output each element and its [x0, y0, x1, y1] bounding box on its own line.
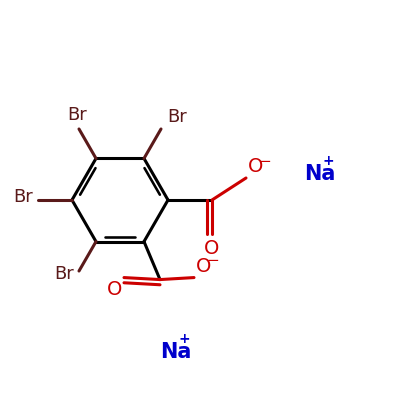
Text: O: O	[107, 280, 122, 298]
Text: Br: Br	[67, 106, 87, 124]
Text: Na: Na	[160, 342, 191, 362]
Text: +: +	[178, 332, 190, 346]
Text: O: O	[196, 256, 211, 276]
Text: Br: Br	[167, 108, 187, 126]
Text: +: +	[322, 154, 334, 168]
Text: Na: Na	[304, 164, 335, 184]
Text: Br: Br	[14, 188, 33, 206]
Text: −: −	[258, 154, 271, 169]
Text: O: O	[204, 239, 220, 258]
Text: −: −	[206, 252, 219, 268]
Text: O: O	[248, 157, 263, 176]
Text: Br: Br	[54, 265, 74, 283]
